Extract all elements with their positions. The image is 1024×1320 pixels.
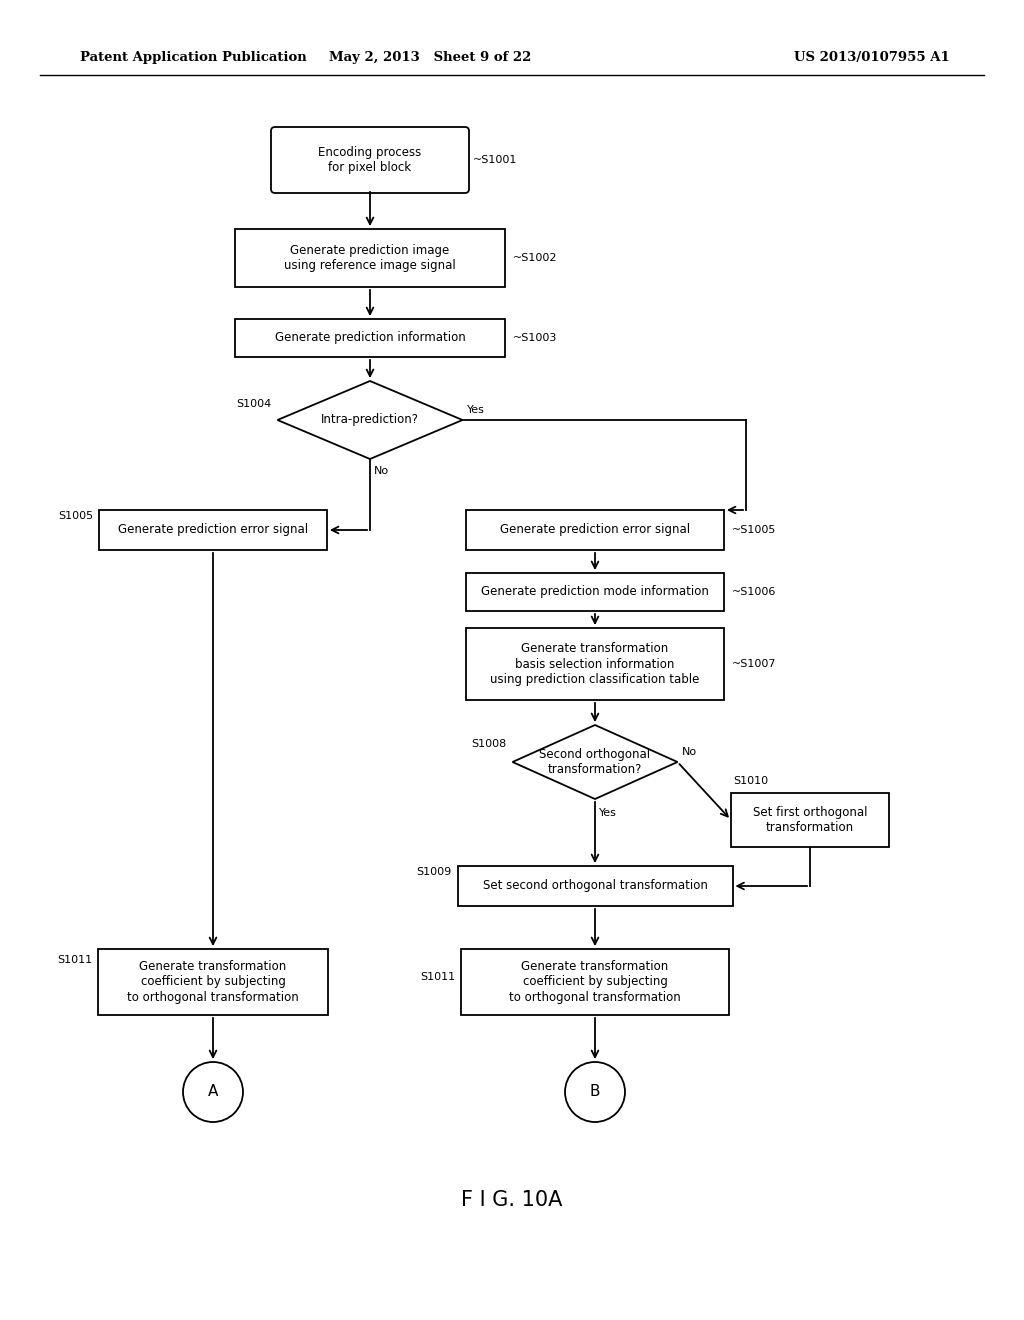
Text: Generate prediction image
using reference image signal: Generate prediction image using referenc… [284,244,456,272]
Text: ~S1006: ~S1006 [732,587,776,597]
Bar [731,793,889,847]
Bar [461,949,729,1015]
Bar [466,628,724,700]
Polygon shape [512,725,678,799]
Polygon shape [278,381,463,459]
Text: Generate prediction error signal: Generate prediction error signal [118,524,308,536]
Bar [99,510,327,550]
Text: Patent Application Publication: Patent Application Publication [80,51,307,65]
Text: S1009: S1009 [416,867,452,876]
Text: Generate prediction error signal: Generate prediction error signal [500,524,690,536]
Bar [234,319,505,356]
Bar [458,866,732,906]
Text: No: No [682,747,696,756]
Text: Intra-prediction?: Intra-prediction? [321,413,419,426]
Text: S1004: S1004 [237,399,271,409]
Text: May 2, 2013   Sheet 9 of 22: May 2, 2013 Sheet 9 of 22 [329,51,531,65]
Bar [466,510,724,550]
Text: S1011: S1011 [420,972,455,982]
Bar [466,573,724,611]
Text: Yes: Yes [599,808,616,818]
Text: Encoding process
for pixel block: Encoding process for pixel block [318,147,422,174]
Text: F I G. 10A: F I G. 10A [462,1191,562,1210]
Text: S1011: S1011 [57,954,92,965]
Text: Yes: Yes [467,405,484,414]
Text: Generate transformation
coefficient by subjecting
to orthogonal transformation: Generate transformation coefficient by s… [127,961,299,1003]
FancyBboxPatch shape [271,127,469,193]
Text: Set first orthogonal
transformation: Set first orthogonal transformation [753,807,867,834]
Text: S1010: S1010 [733,776,768,785]
Bar [234,228,505,286]
Text: ~S1007: ~S1007 [732,659,776,669]
Text: ~S1002: ~S1002 [513,253,557,263]
Text: Generate prediction information: Generate prediction information [274,331,465,345]
Text: B: B [590,1085,600,1100]
Circle shape [183,1063,243,1122]
Circle shape [565,1063,625,1122]
Text: S1008: S1008 [471,739,507,748]
Text: A: A [208,1085,218,1100]
Text: S1005: S1005 [58,511,93,521]
Text: US 2013/0107955 A1: US 2013/0107955 A1 [795,51,950,65]
Text: ~S1001: ~S1001 [473,154,517,165]
Text: Set second orthogonal transformation: Set second orthogonal transformation [482,879,708,892]
Text: Generate transformation
basis selection information
using prediction classificat: Generate transformation basis selection … [490,643,699,685]
Text: ~S1003: ~S1003 [513,333,557,343]
Bar [98,949,328,1015]
Text: Second orthogonal
transformation?: Second orthogonal transformation? [540,748,650,776]
Text: Generate prediction mode information: Generate prediction mode information [481,586,709,598]
Text: Generate transformation
coefficient by subjecting
to orthogonal transformation: Generate transformation coefficient by s… [509,961,681,1003]
Text: ~S1005: ~S1005 [732,525,776,535]
Text: No: No [374,466,389,477]
